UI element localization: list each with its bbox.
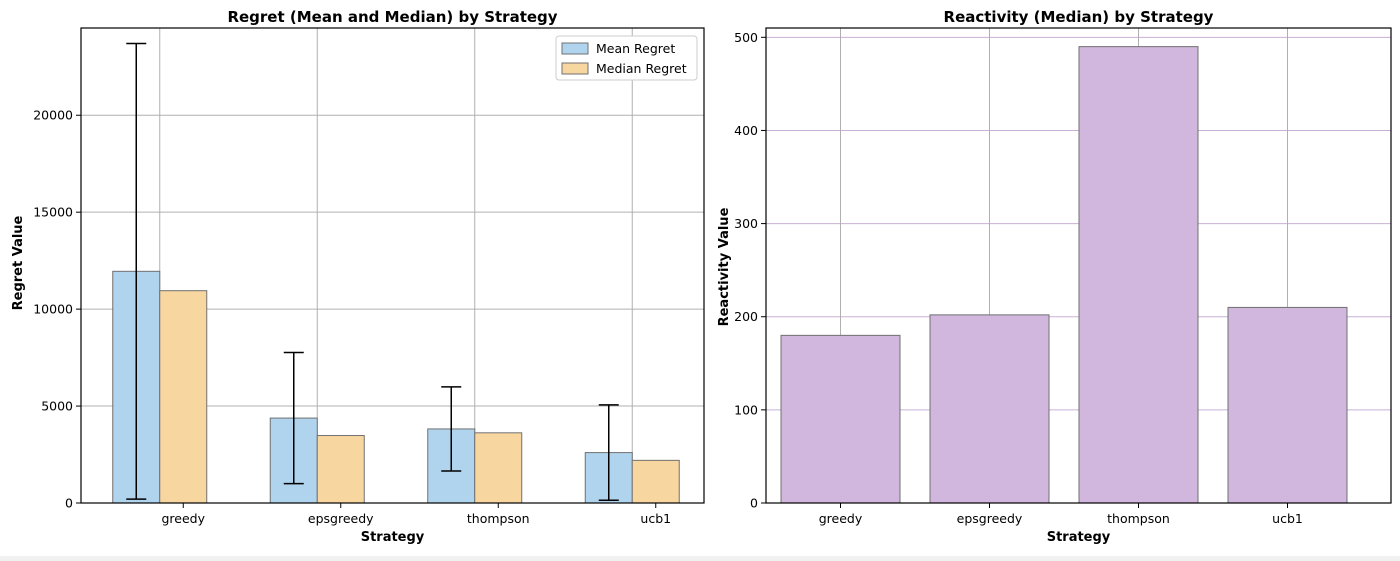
bottom-strip: [0, 556, 1400, 561]
y-axis: 0 5000 10000 15000 20000: [33, 108, 81, 511]
x-tick-label-epsgreedy: epsgreedy: [308, 511, 374, 526]
bar-epsgreedy: [929, 314, 1050, 504]
bar-epsgreedy-median-regret: [316, 435, 365, 504]
error-bar-epsgreedy: [283, 351, 304, 485]
legend-label: Mean Regret: [596, 41, 675, 56]
legend-box: [555, 35, 698, 81]
chart-1: 0 5000 10000 15000 20000 greedy epsgreedy thomp…: [11, 8, 705, 545]
x-axis: greedy epsgreedy thompson ucb1: [819, 503, 1303, 526]
y-axis: 0 100 200 300 400 500: [734, 30, 766, 511]
y-tick-label: 0: [750, 496, 758, 511]
axes-frame: [765, 27, 1392, 504]
y-axis-label: Reactivity Value: [717, 207, 732, 326]
x-axis-label: Strategy: [361, 530, 425, 545]
axes-frame: [80, 27, 705, 504]
x-tick-label-epsgreedy: epsgreedy: [957, 511, 1023, 526]
x-tick-label-greedy: greedy: [819, 511, 863, 526]
y-tick-label: 0: [65, 496, 73, 511]
bars: [112, 270, 680, 504]
chart-2: 0 100 200 300 400 500 greedy epsgreedy thompson u…: [717, 8, 1392, 545]
y-tick-label: 100: [734, 402, 758, 417]
bars: [780, 46, 1348, 504]
legend-label: Median Regret: [596, 61, 687, 76]
bar-ucb1-median-regret: [631, 459, 680, 504]
y-tick-label: 400: [734, 123, 758, 138]
bar-greedy-median-regret: [159, 290, 208, 504]
bar-greedy: [780, 334, 901, 504]
x-axis-label: Strategy: [1047, 530, 1111, 545]
x-tick-label-thompson: thompson: [1107, 511, 1170, 526]
bar-thompson: [1078, 46, 1199, 504]
error-bar-thompson: [441, 386, 462, 472]
x-tick-label-ucb1: ucb1: [640, 511, 671, 526]
y-tick-label: 15000: [33, 205, 73, 220]
x-axis: greedy epsgreedy thompson ucb1: [161, 503, 671, 526]
x-tick-label-greedy: greedy: [161, 511, 205, 526]
chart-title: Regret (Mean and Median) by Strategy: [227, 8, 557, 26]
error-bar-ucb1: [598, 404, 619, 502]
legend-swatch: [561, 42, 589, 55]
y-tick-label: 5000: [41, 399, 73, 414]
y-tick-label: 300: [734, 216, 758, 231]
x-tick-label-thompson: thompson: [467, 511, 530, 526]
y-tick-label: 10000: [33, 302, 73, 317]
y-axis-label: Regret Value: [11, 215, 26, 310]
y-tick-label: 500: [734, 30, 758, 45]
error-bars: [126, 42, 619, 502]
bar-thompson-median-regret: [474, 432, 523, 504]
bar-ucb1: [1227, 306, 1348, 504]
legend: Mean Regret Median Regret: [555, 35, 698, 81]
legend-swatch: [561, 62, 589, 75]
y-tick-label: 20000: [33, 108, 73, 123]
y-tick-label: 200: [734, 309, 758, 324]
error-bar-greedy: [126, 42, 147, 500]
chart-title: Reactivity (Median) by Strategy: [944, 8, 1214, 26]
x-tick-label-ucb1: ucb1: [1272, 511, 1303, 526]
